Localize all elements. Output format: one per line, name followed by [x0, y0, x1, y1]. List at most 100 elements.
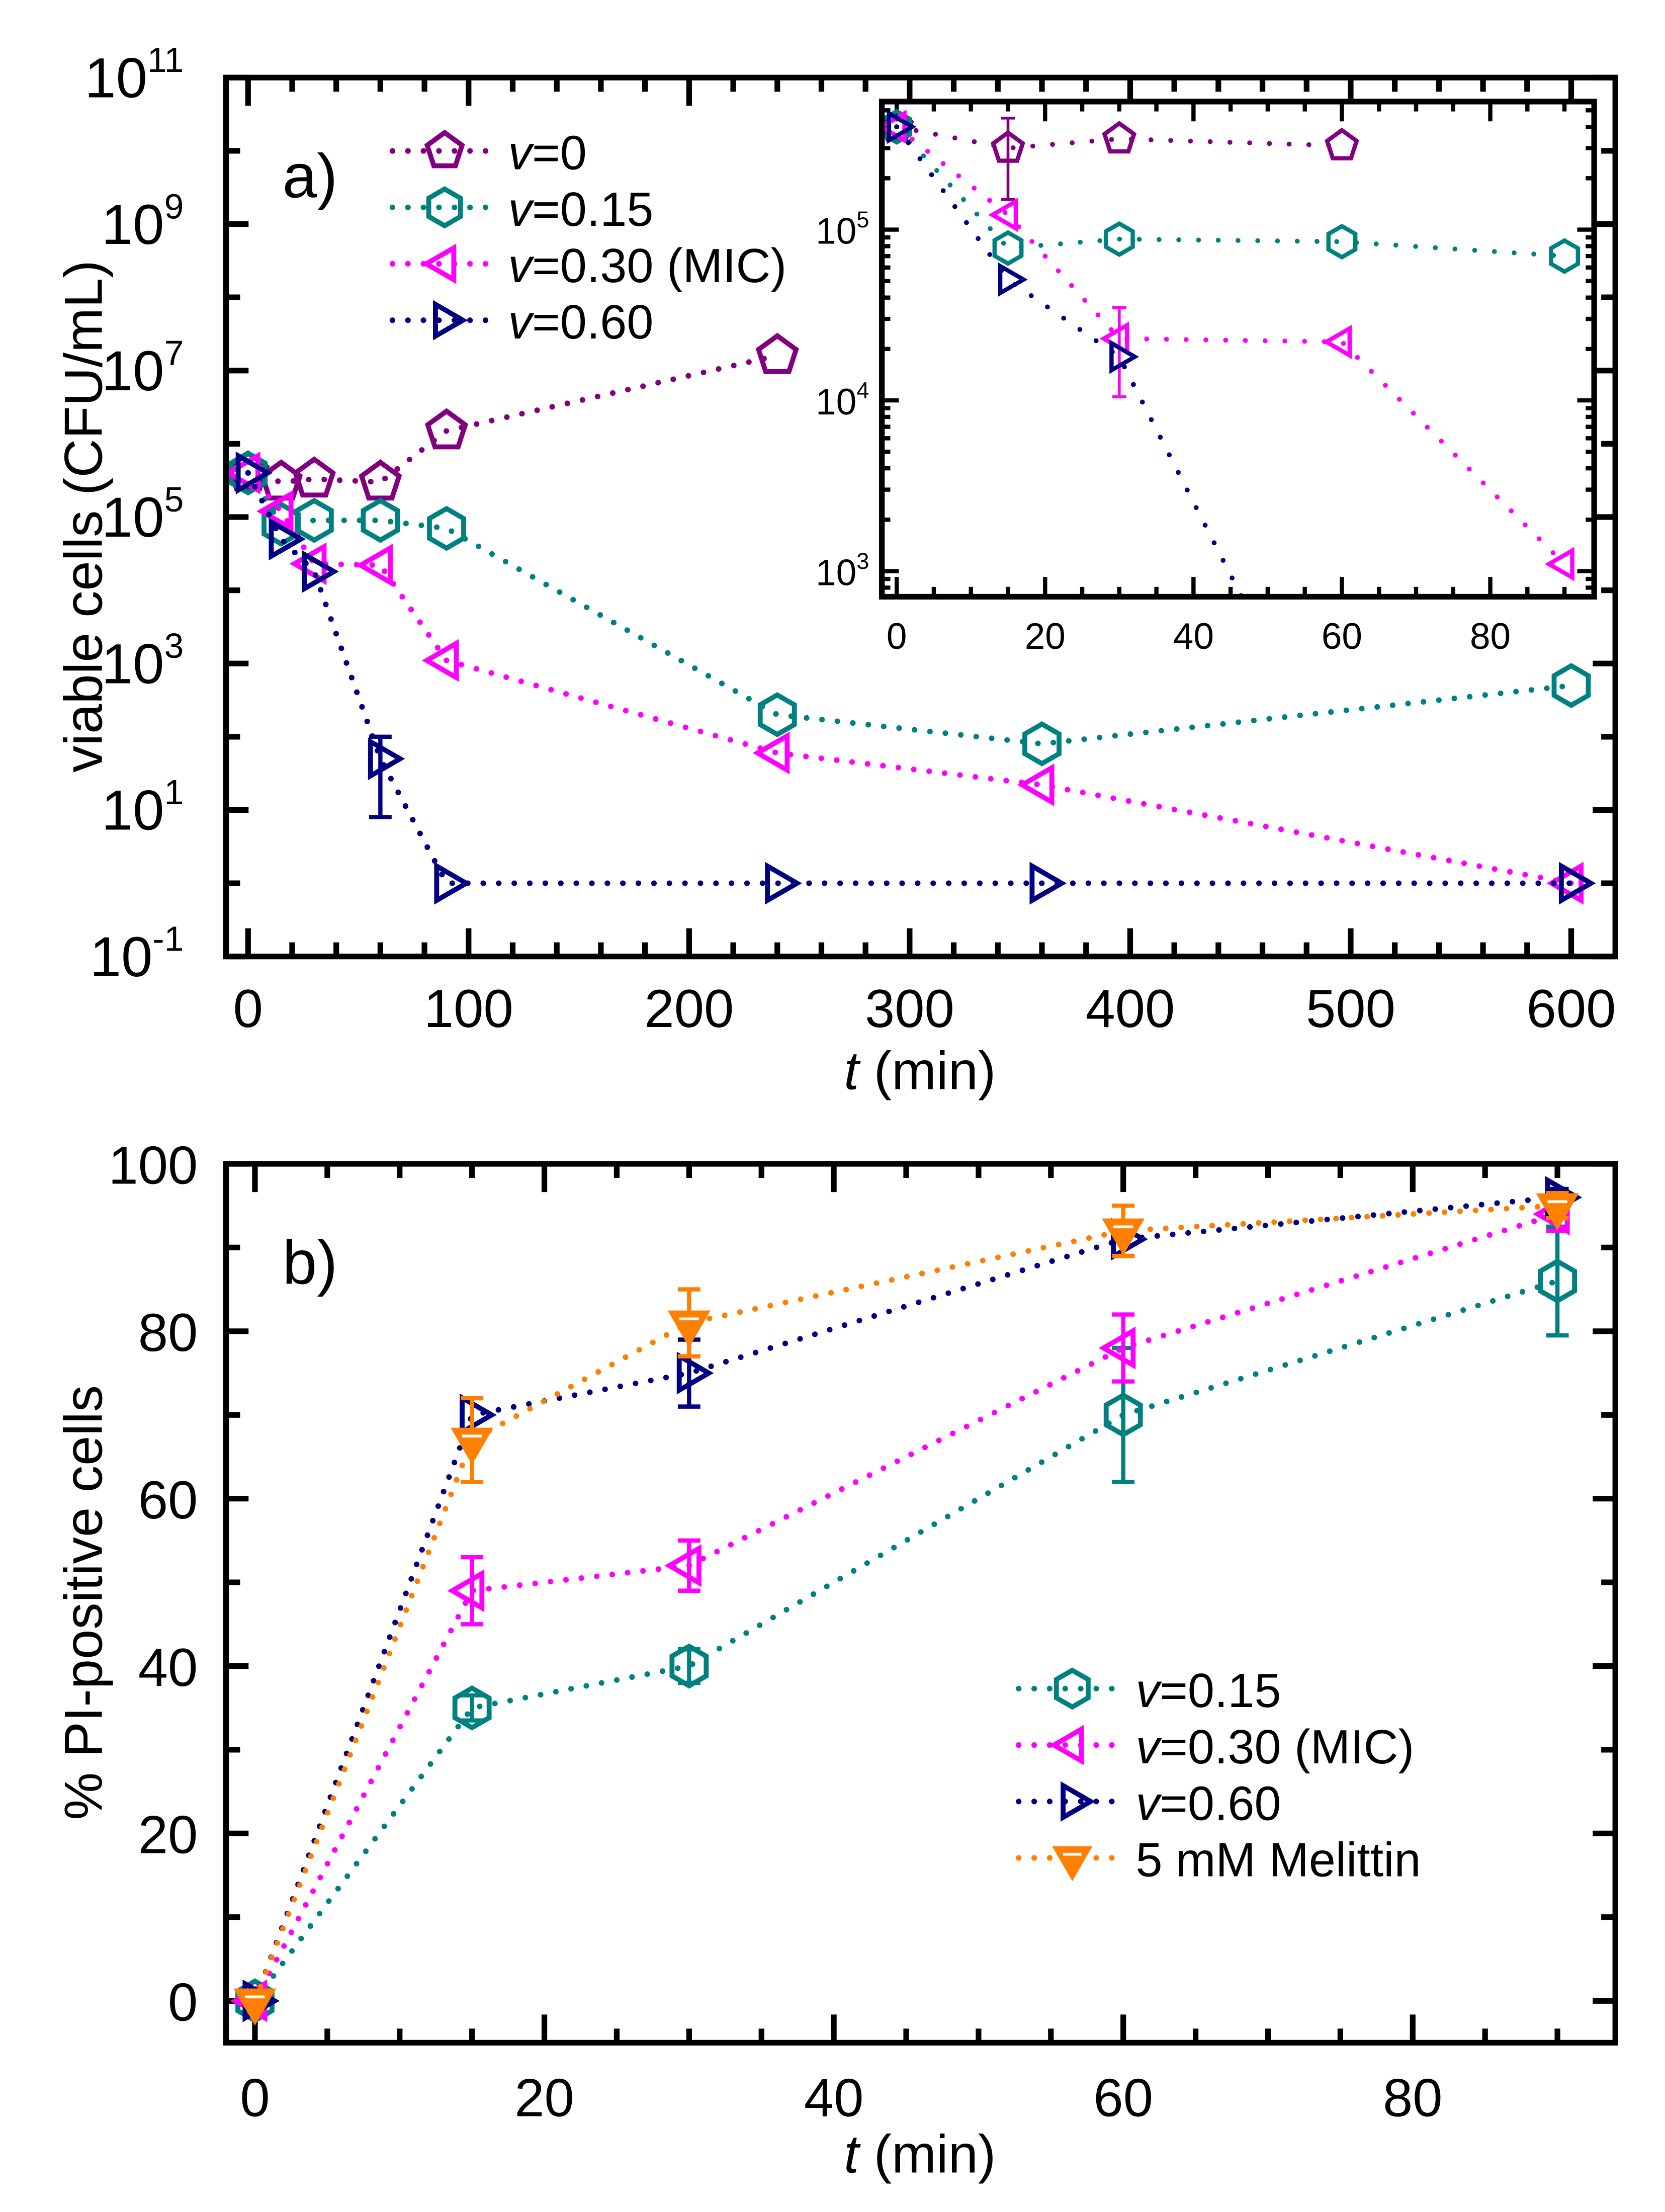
- legend-item: v=0.15: [1016, 1664, 1281, 1718]
- data-point-triangle-right: [460, 1393, 497, 1436]
- panel-b-chart: 0 20 40 60 80 100 0 20 40 60 80 v=0.15v=0.30 (MIC)v…: [108, 1135, 1618, 2128]
- inset-x-tick-label: 0: [887, 616, 907, 657]
- legend-label: v=0: [508, 127, 586, 180]
- data-point-triangle-down: [233, 1988, 277, 2026]
- x-tick-label: 40: [804, 2068, 864, 2128]
- series-line: [245, 353, 780, 485]
- plot-frame: [223, 74, 1618, 960]
- data-point-triangle-right: [302, 550, 339, 593]
- series-3: [235, 451, 1596, 905]
- data-point-hexagon: [1103, 221, 1135, 258]
- data-point-pentagon: [424, 129, 465, 168]
- data-point-triangle-right: [887, 110, 917, 144]
- data-point-hexagon: [757, 692, 797, 737]
- data-point-triangle-left: [1017, 763, 1055, 807]
- legend-label: v=0.30 (MIC): [508, 239, 786, 293]
- legend-item: v=0.60: [389, 296, 653, 349]
- series-line: [894, 124, 1567, 259]
- data-point-triangle-right: [998, 262, 1028, 297]
- series-line: [245, 470, 1574, 886]
- data-point-hexagon: [992, 230, 1024, 266]
- data-point-triangle-down: [451, 1427, 494, 1465]
- data-point-triangle-right: [765, 862, 802, 905]
- data-point-hexagon: [294, 497, 334, 543]
- series-line: [252, 1278, 1560, 2004]
- y-tick-label: 0: [168, 1972, 198, 2032]
- data-point-pentagon: [755, 332, 799, 374]
- inset-x-tick-label: 80: [1470, 616, 1511, 657]
- data-point-hexagon: [1022, 721, 1062, 767]
- data-point-hexagon: [1538, 1258, 1577, 1304]
- plot-area: [226, 332, 1596, 905]
- data-point-triangle-left: [447, 1569, 485, 1612]
- x-tick-label: 0: [233, 979, 263, 1039]
- inset-chart: 103 104 105 0 20 40 60 80: [816, 99, 1597, 657]
- legend-item: v=0: [389, 127, 587, 180]
- data-point-hexagon: [361, 497, 400, 543]
- panel-a-x-axis-label: t (min): [844, 1041, 996, 1100]
- legend-label: v=0.15: [508, 183, 653, 236]
- inset-series-1: [882, 109, 1581, 274]
- legend-item: v=0.15: [389, 183, 653, 236]
- data-point-triangle-left: [882, 110, 907, 144]
- panel-b-y-axis-label: % PI-positive cells: [54, 1385, 114, 1820]
- panel-b-label: b): [283, 1228, 338, 1297]
- y-tick-label: 103: [102, 626, 184, 695]
- inset-x-tick-label: 60: [1322, 616, 1362, 657]
- data-point-triangle-left: [226, 451, 260, 494]
- data-point-triangle-down: [667, 1310, 711, 1348]
- legend-item: 5 mM Melittin: [1016, 1833, 1421, 1887]
- data-point-triangle-left: [752, 731, 790, 775]
- data-point-triangle-left: [421, 639, 459, 682]
- x-tick-label: 600: [1527, 979, 1616, 1039]
- data-point-hexagon: [1551, 663, 1591, 708]
- plot-frame: [879, 99, 1597, 600]
- y-tick-label: 60: [138, 1470, 198, 1530]
- legend-item: v=0.60: [1016, 1777, 1281, 1830]
- data-point-hexagon: [1103, 1392, 1143, 1438]
- data-point-triangle-down: [1102, 1218, 1145, 1256]
- legend-item: v=0.30 (MIC): [1016, 1721, 1415, 1774]
- legend-label: v=0.30 (MIC): [1136, 1721, 1415, 1774]
- y-tick-label: 105: [102, 480, 184, 549]
- data-point-triangle-right: [1109, 339, 1140, 374]
- data-point-triangle-right: [368, 737, 405, 781]
- data-point-triangle-left: [988, 198, 1018, 232]
- y-tick-label: 20: [138, 1805, 198, 1865]
- y-tick-label: 103: [816, 548, 869, 593]
- y-tick-label: 10-1: [90, 919, 184, 988]
- data-point-triangle-left: [1546, 862, 1584, 905]
- data-point-hexagon: [1326, 223, 1358, 260]
- data-point-triangle-down: [1536, 1193, 1579, 1231]
- legend-label: v=0.15: [1136, 1664, 1281, 1718]
- x-tick-label: 60: [1093, 2068, 1153, 2128]
- legend-label: v=0.60: [1136, 1777, 1281, 1830]
- y-tick-label: 101: [102, 773, 184, 841]
- x-tick-label: 400: [1085, 979, 1175, 1039]
- data-point-hexagon: [669, 1643, 709, 1689]
- y-tick-label: 80: [138, 1303, 198, 1363]
- panel-a-label: a): [283, 142, 338, 211]
- y-tick-label: 100: [108, 1135, 198, 1195]
- data-point-hexagon: [427, 505, 466, 551]
- data-point-triangle-right: [235, 451, 273, 494]
- y-tick-label: 40: [138, 1638, 198, 1697]
- y-tick-label: 109: [102, 187, 184, 256]
- series-line: [252, 1203, 1560, 2004]
- data-point-hexagon: [1054, 1667, 1091, 1710]
- series-line: [252, 1194, 1560, 2004]
- data-point-pentagon: [991, 130, 1025, 163]
- data-point-triangle-right: [676, 1351, 714, 1395]
- series-0: [235, 1224, 1577, 2024]
- data-point-triangle-left: [356, 544, 393, 587]
- data-point-triangle-left: [1049, 1725, 1084, 1765]
- legend-item: v=0.30 (MIC): [389, 239, 786, 293]
- inset-series-3: [887, 110, 1245, 597]
- data-point-triangle-right: [1061, 1781, 1096, 1822]
- data-point-triangle-left: [1098, 1326, 1136, 1370]
- inset-x-tick-label: 20: [1025, 616, 1066, 657]
- x-tick-label: 300: [865, 979, 954, 1039]
- x-tick-label: 100: [424, 979, 513, 1039]
- legend-label: v=0.60: [508, 296, 653, 349]
